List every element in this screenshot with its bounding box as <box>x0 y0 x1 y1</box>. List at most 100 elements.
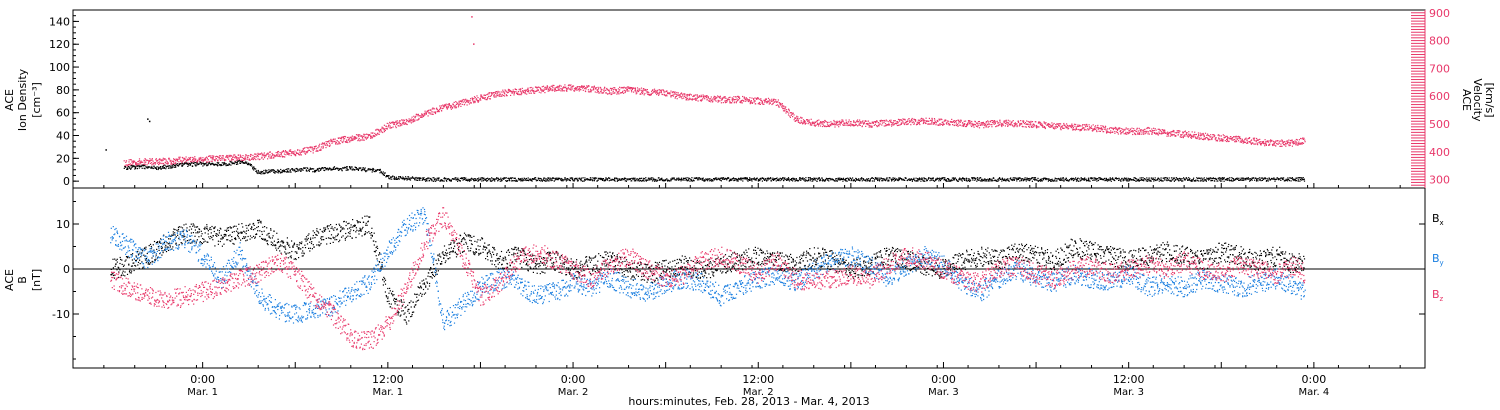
velocity-series-point <box>714 97 716 100</box>
velocity-series-point <box>406 123 408 126</box>
density-series-point <box>561 180 563 182</box>
velocity-series-point <box>757 97 759 99</box>
velocity-series-point <box>1048 126 1050 128</box>
velocity-series-point <box>968 120 970 122</box>
velocity-series-point <box>838 123 840 125</box>
velocity-series-point <box>887 124 890 126</box>
velocity-series-point <box>1182 131 1184 133</box>
velocity-series-point <box>626 89 628 91</box>
velocity-series-point <box>138 160 140 162</box>
velocity-series-point <box>192 160 194 163</box>
velocity-series-point <box>1237 137 1239 140</box>
velocity-series-point <box>417 114 419 116</box>
velocity-series-point <box>614 88 616 90</box>
velocity-series-point <box>1295 141 1297 143</box>
velocity-series-point <box>412 118 415 120</box>
velocity-series-point <box>1007 119 1009 121</box>
velocity-series-point <box>298 153 300 155</box>
velocity-series-point <box>578 90 580 92</box>
velocity-series-point <box>1158 128 1160 130</box>
velocity-series-point <box>1222 140 1224 142</box>
velocity-series-point <box>515 91 517 93</box>
density-series-point <box>391 176 393 178</box>
density-series-point <box>156 167 158 169</box>
velocity-series-point <box>313 146 315 148</box>
velocity-series-point <box>764 99 766 101</box>
velocity-series-point <box>151 164 153 166</box>
velocity-series-point <box>185 160 187 162</box>
velocity-series-point <box>953 120 955 122</box>
velocity-series-point <box>437 110 439 112</box>
velocity-series-point <box>803 120 805 122</box>
velocity-series-point <box>541 90 543 92</box>
velocity-series-point <box>1182 131 1185 133</box>
velocity-series-point <box>1256 139 1258 141</box>
velocity-series-point <box>1092 128 1094 130</box>
velocity-series-point <box>502 89 504 91</box>
velocity-series-point <box>364 133 366 136</box>
velocity-series-point <box>630 87 632 89</box>
velocity-series-point <box>189 157 191 160</box>
velocity-series-point <box>684 93 686 95</box>
velocity-series-point <box>622 87 624 89</box>
velocity-series-point <box>974 121 976 123</box>
velocity-series-point <box>176 158 178 160</box>
velocity-series-point <box>249 155 252 157</box>
velocity-series-point <box>434 112 437 115</box>
velocity-series-point <box>592 86 594 88</box>
velocity-series-point <box>234 154 236 156</box>
velocity-series-point <box>251 158 253 160</box>
velocity-series-point <box>1203 137 1205 139</box>
velocity-series-point <box>818 123 820 125</box>
velocity-series-point <box>979 124 981 126</box>
velocity-series-point <box>607 89 609 91</box>
velocity-series-point <box>810 123 812 125</box>
velocity-series-point <box>673 91 675 93</box>
velocity-series-point <box>549 86 551 88</box>
velocity-series-point <box>984 124 987 126</box>
velocity-series-point <box>493 96 495 98</box>
velocity-series-point <box>955 124 957 126</box>
velocity-series-point <box>699 99 702 102</box>
density-series-point <box>419 179 421 181</box>
velocity-series-point <box>1179 130 1181 132</box>
velocity-series-point <box>1011 121 1013 123</box>
velocity-series-point <box>293 152 295 154</box>
velocity-series-point <box>591 89 593 91</box>
velocity-series-point <box>611 93 613 95</box>
velocity-series-point <box>1088 129 1090 131</box>
density-series-point <box>828 180 830 182</box>
velocity-series-point <box>206 161 208 163</box>
density-series-point <box>438 177 440 179</box>
density-series-point <box>262 171 264 173</box>
velocity-series-point <box>792 116 794 118</box>
velocity-series-point <box>1093 128 1095 131</box>
density-series-point <box>152 167 154 170</box>
velocity-series-point <box>202 159 204 161</box>
density-series-point <box>131 166 133 168</box>
velocity-series-point <box>289 153 291 155</box>
velocity-series-point <box>285 151 287 153</box>
velocity-series-point <box>1043 126 1046 128</box>
velocity-series-point <box>1264 139 1266 141</box>
density-series-point <box>125 166 127 168</box>
velocity-series-point <box>228 154 230 156</box>
velocity-series-point <box>729 102 731 104</box>
velocity-series-point <box>1163 130 1165 132</box>
density-series-point <box>258 172 260 174</box>
velocity-series-point <box>693 98 695 100</box>
velocity-series-point <box>615 89 617 91</box>
velocity-series-point <box>403 120 406 122</box>
velocity-series-point <box>1276 143 1278 145</box>
velocity-series-point <box>1160 131 1162 133</box>
velocity-series-point <box>1264 142 1266 144</box>
density-series-point <box>800 179 802 181</box>
velocity-series-point <box>839 122 841 124</box>
velocity-series-point <box>859 119 861 121</box>
velocity-series-point <box>585 87 587 89</box>
density-series-point <box>658 177 660 179</box>
velocity-series-point <box>126 164 129 166</box>
velocity-series-point <box>180 160 182 162</box>
velocity-series-point <box>539 87 541 89</box>
velocity-series-point <box>182 160 184 162</box>
